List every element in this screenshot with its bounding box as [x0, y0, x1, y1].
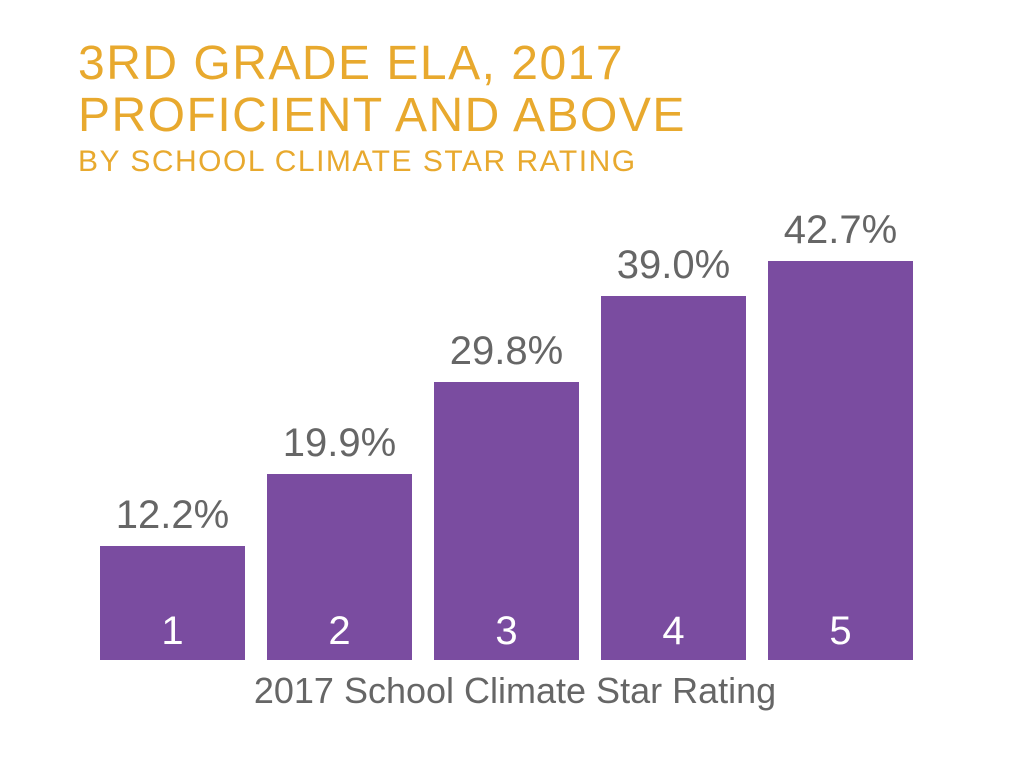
title-line-2: PROFICIENT AND ABOVE: [78, 90, 686, 142]
bar-wrap: 19.9% 2: [267, 240, 412, 660]
bar-category-label: 1: [161, 609, 183, 654]
chart-title: 3RD GRADE ELA, 2017 PROFICIENT AND ABOVE…: [78, 38, 686, 180]
bar-category-label: 5: [829, 609, 851, 654]
title-subtitle: BY SCHOOL CLIMATE STAR RATING: [78, 144, 686, 180]
x-axis-label: 2017 School Climate Star Rating: [100, 670, 930, 712]
bar-category-label: 2: [328, 609, 350, 654]
bar-wrap: 39.0% 4: [601, 240, 746, 660]
bar: 5: [768, 261, 913, 660]
bar: 1: [100, 546, 245, 660]
bar-category-label: 4: [662, 609, 684, 654]
bars-container: 12.2% 1 19.9% 2 29.8% 3 39.0% 4 42.7%5: [100, 240, 930, 660]
bar-value-label: 12.2%: [100, 493, 245, 538]
bar-value-label: 42.7%: [768, 208, 913, 253]
bar-wrap: 42.7%5: [768, 240, 913, 660]
bar-category-label: 3: [495, 609, 517, 654]
bar-value-label: 39.0%: [601, 243, 746, 288]
bar-value-label: 19.9%: [267, 421, 412, 466]
bar-wrap: 29.8% 3: [434, 240, 579, 660]
bar: 3: [434, 382, 579, 660]
bar: 2: [267, 474, 412, 660]
bar-chart: 12.2% 1 19.9% 2 29.8% 3 39.0% 4 42.7%5 2017 Scho…: [100, 240, 930, 720]
chart-canvas: 3RD GRADE ELA, 2017 PROFICIENT AND ABOVE…: [0, 0, 1024, 768]
bar-value-label: 29.8%: [434, 329, 579, 374]
title-line-1: 3RD GRADE ELA, 2017: [78, 38, 686, 90]
bar-wrap: 12.2% 1: [100, 240, 245, 660]
bar: 4: [601, 296, 746, 660]
